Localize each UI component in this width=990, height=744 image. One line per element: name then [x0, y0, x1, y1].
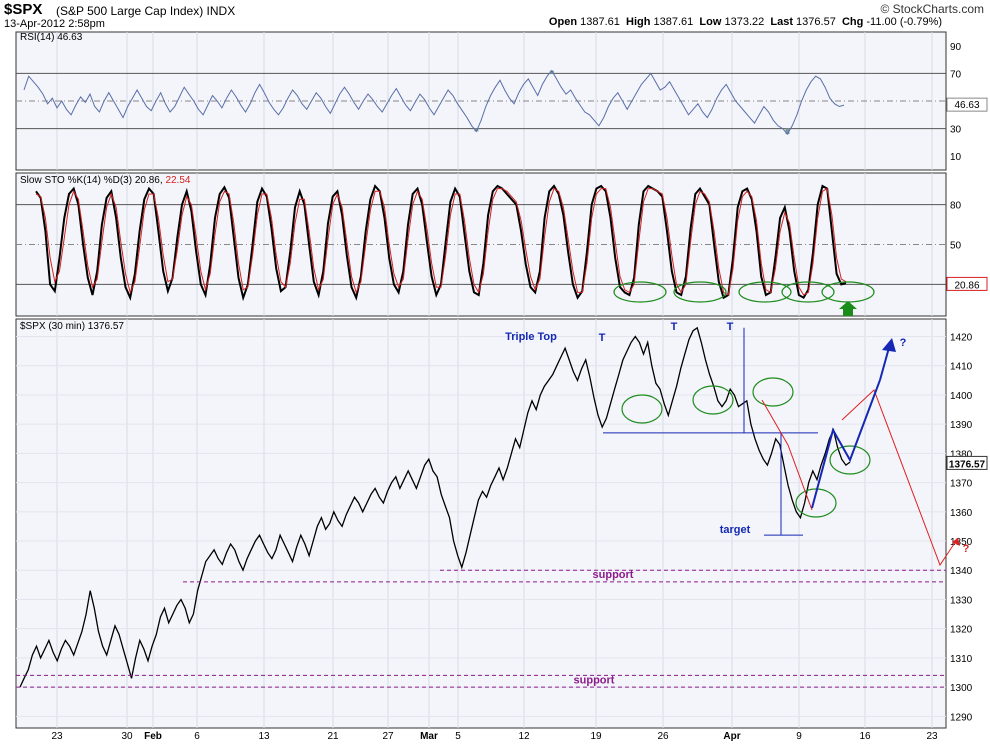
question-mark-down: ? — [963, 543, 970, 555]
last-label: Last — [770, 16, 793, 28]
price-y-tick-label: 1360 — [950, 508, 973, 519]
rsi-oversold-fill — [474, 128, 479, 132]
x-tick-label: 23 — [51, 731, 63, 742]
price-y-tick-label: 1300 — [950, 683, 973, 694]
price-y-tick-label: 1350 — [950, 537, 973, 548]
x-tick-label: 30 — [121, 731, 133, 742]
quote-summary: Open 1387.61 High 1387.61 Low 1373.22 La… — [549, 16, 942, 28]
x-tick-label: 19 — [590, 731, 602, 742]
price-y-tick-label: 1400 — [950, 391, 973, 402]
sto-low-circle — [738, 281, 792, 303]
price-y-tick-label: 1420 — [950, 333, 973, 344]
price-swing-circle — [829, 445, 871, 475]
sto-value-box — [946, 276, 988, 291]
price-swing-circle — [692, 385, 734, 415]
x-tick-label: Apr — [723, 731, 740, 742]
price-swing-circle — [795, 488, 837, 518]
open-value: 1387.61 — [580, 16, 620, 28]
price-y-tick-label: 1330 — [950, 595, 973, 606]
price-y-tick-label: 1320 — [950, 625, 973, 636]
price-y-tick-label: 1370 — [950, 479, 973, 490]
x-tick-label: 23 — [926, 731, 938, 742]
chg-value: -11.00 (-0.79%) — [866, 16, 942, 28]
sto-title-k: Slow STO %K(14) %D(3) 20.86, — [20, 175, 165, 186]
sto-low-circle — [673, 281, 727, 303]
rsi-series-line — [23, 69, 845, 135]
support-label-lower: support — [574, 674, 615, 686]
price-current-value: 1376.57 — [949, 459, 986, 470]
sto-d-line — [35, 187, 847, 296]
rsi-y-tick-label: 70 — [950, 69, 962, 80]
x-tick-label: 9 — [796, 731, 802, 742]
high-value: 1387.61 — [653, 16, 694, 28]
sto-title-d: 22.54 — [165, 175, 190, 186]
high-label: High — [626, 16, 651, 28]
rsi-title: RSI(14) 46.63 — [20, 32, 83, 43]
x-tick-label: 16 — [859, 731, 871, 742]
triple-top-label: Triple Top — [505, 331, 557, 343]
bullish-arrowhead-icon — [882, 338, 896, 352]
x-tick-label: 26 — [657, 731, 669, 742]
rsi-y-tick-label: 90 — [950, 42, 962, 53]
x-tick-label: Mar — [420, 731, 438, 742]
last-value: 1376.57 — [796, 16, 836, 28]
ticker-symbol: $SPX — [4, 1, 43, 18]
drop-projection-line — [761, 399, 813, 511]
bearish-arrowhead-icon — [952, 538, 960, 546]
x-tick-label: 12 — [518, 731, 530, 742]
price-y-tick-label: 1380 — [950, 449, 973, 460]
sto-y-tick-label: 50 — [950, 241, 962, 252]
low-value: 1373.22 — [724, 16, 765, 28]
x-tick-label: 21 — [327, 731, 339, 742]
sto-low-circle — [613, 281, 667, 303]
rsi-current-value: 46.63 — [954, 100, 979, 111]
support-label-upper: support — [593, 569, 634, 581]
x-tick-label: 5 — [455, 731, 461, 742]
bullish-path-line — [811, 379, 881, 509]
stockcharts-logo[interactable]: © StockCharts.com — [880, 2, 984, 16]
price-title: $SPX (30 min) 1376.57 — [20, 321, 124, 332]
open-label: Open — [548, 16, 578, 28]
price-y-tick-label: 1410 — [950, 362, 973, 373]
buy-arrow-icon — [839, 301, 857, 316]
sto-low-circle — [781, 281, 835, 303]
ticker-description: (S&P 500 Large Cap Index) INDX — [56, 4, 236, 18]
price-y-tick-label: 1340 — [950, 566, 973, 577]
rsi-value-box — [946, 97, 988, 112]
low-label: Low — [699, 16, 722, 28]
x-tick-label: 6 — [194, 731, 200, 742]
rsi-y-tick-label: 10 — [950, 152, 962, 163]
price-swing-circle — [621, 394, 663, 424]
rsi-overbought-fill — [549, 70, 554, 74]
price-series-line — [19, 326, 851, 688]
chg-label: Chg — [841, 16, 864, 28]
rsi-y-tick-label: 30 — [950, 125, 962, 136]
top-marker-3: T — [727, 321, 734, 333]
bearish-path-line — [841, 389, 959, 567]
top-marker-1: T — [599, 332, 606, 344]
sto-current-value: 20.86 — [954, 280, 979, 291]
target-label: target — [720, 524, 751, 536]
panel-2 — [15, 318, 947, 729]
price-y-tick-label: 1310 — [950, 654, 973, 665]
rsi-oversold-fill — [785, 128, 790, 135]
top-marker-2: T — [671, 321, 678, 333]
price-swing-circle — [752, 377, 794, 407]
price-y-tick-label: 1290 — [950, 712, 973, 723]
question-mark-up: ? — [900, 337, 907, 349]
x-tick-label: 27 — [382, 731, 394, 742]
price-y-tick-label: 1390 — [950, 420, 973, 431]
x-tick-label: Feb — [144, 731, 162, 742]
price-value-box — [946, 455, 988, 470]
sto-y-tick-label: 80 — [950, 201, 962, 212]
sto-title: Slow STO %K(14) %D(3) 20.86, 22.54 — [20, 175, 191, 186]
x-tick-label: 13 — [258, 731, 270, 742]
chart-datetime: 13-Apr-2012 2:58pm — [4, 18, 105, 30]
